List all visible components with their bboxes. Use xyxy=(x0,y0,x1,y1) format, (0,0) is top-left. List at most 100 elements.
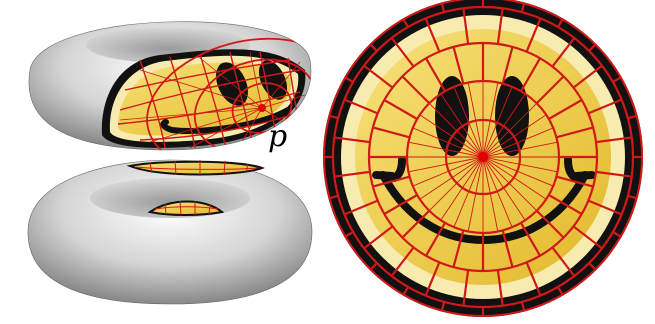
grid-spoke xyxy=(412,127,484,158)
grid-segment xyxy=(452,46,465,84)
grid-segment xyxy=(402,17,409,28)
grid-segment xyxy=(588,262,597,271)
patch-yellow xyxy=(117,62,292,136)
grid-segment xyxy=(402,286,409,297)
point-label: p xyxy=(268,119,287,154)
grid-segment xyxy=(383,99,418,120)
grid-segment xyxy=(627,114,638,120)
grid-spoke xyxy=(482,114,547,158)
grid-spoke xyxy=(467,156,484,232)
grid-segment xyxy=(548,99,583,120)
grid-segment xyxy=(440,301,446,312)
grid-spoke xyxy=(408,141,484,158)
grid-segment xyxy=(572,225,603,250)
grid-segment xyxy=(556,126,594,139)
grid-segment xyxy=(520,222,541,257)
grid-segment xyxy=(588,43,597,52)
patch-mouth xyxy=(169,107,291,135)
grid-segment xyxy=(372,126,410,139)
grid-segment xyxy=(369,43,378,52)
top-torus-point xyxy=(258,104,266,112)
grid-segment xyxy=(425,222,446,257)
grid-segment xyxy=(328,194,339,200)
grid-spoke xyxy=(408,156,484,173)
grid-segment xyxy=(535,209,565,239)
grid-spoke xyxy=(467,82,484,158)
grid-segment xyxy=(501,230,514,268)
grid-segment xyxy=(551,37,576,68)
grid-segment xyxy=(501,46,514,84)
grid-spoke xyxy=(482,82,499,158)
grid-segment xyxy=(535,75,565,105)
grid-segment xyxy=(343,231,354,238)
grid-segment xyxy=(557,286,564,297)
grid-spoke xyxy=(482,156,558,173)
grid-segment xyxy=(520,301,526,312)
patch-mouth-hook xyxy=(160,119,175,133)
grid-spoke xyxy=(482,156,554,187)
grid-segment xyxy=(551,246,576,277)
grid-segment xyxy=(343,76,354,83)
grid-spoke xyxy=(482,156,547,200)
grid-spoke xyxy=(453,86,484,158)
grid-spoke xyxy=(482,93,526,158)
grid-segment xyxy=(525,261,542,297)
grid-spoke xyxy=(440,156,484,221)
grid-segment xyxy=(363,225,394,250)
grid-segment xyxy=(369,262,378,271)
grid-segment xyxy=(627,194,638,200)
left-eye xyxy=(435,76,469,156)
grid-segment xyxy=(401,209,431,239)
bottom-patch-inner xyxy=(147,200,225,216)
grid-segment xyxy=(343,98,379,115)
disk-grid xyxy=(323,0,643,317)
grid-spoke xyxy=(482,127,554,158)
grid-segment xyxy=(452,230,465,268)
grid-spoke xyxy=(419,156,484,200)
grid-segment xyxy=(334,170,371,178)
patch-radial-lines xyxy=(119,51,306,149)
bottom-torus xyxy=(27,159,313,305)
grid-segment xyxy=(525,17,542,53)
grid-spoke xyxy=(428,102,484,158)
grid-segment xyxy=(462,269,470,306)
grid-segment xyxy=(612,231,623,238)
patch-grid-lines xyxy=(117,51,301,149)
grid-segment xyxy=(520,2,526,13)
grid-segment xyxy=(424,261,441,297)
grid-segment xyxy=(401,75,431,105)
grid-segment xyxy=(520,57,541,92)
grid-segment xyxy=(334,136,371,144)
bottom-patch-top xyxy=(126,160,265,176)
grid-segment xyxy=(343,199,379,216)
grid-segment xyxy=(496,8,504,45)
grid-spoke xyxy=(482,102,538,158)
patch-right-eye xyxy=(258,60,288,100)
grid-segment xyxy=(372,175,410,188)
grid-segment xyxy=(462,8,470,45)
bottom-patch-top-grid xyxy=(134,160,259,176)
grid-segment xyxy=(612,76,623,83)
smile-right-dimple xyxy=(564,156,596,182)
grid-segment xyxy=(595,136,632,144)
smile-left-dimple xyxy=(372,156,406,182)
grid-spoke xyxy=(482,156,538,212)
grid-segment xyxy=(390,246,415,277)
grid-spoke xyxy=(453,156,484,228)
grid-segment xyxy=(440,2,446,13)
grid-segment xyxy=(383,194,418,215)
grid-segment xyxy=(548,194,583,215)
grid-spoke xyxy=(419,114,484,158)
grid-spoke xyxy=(412,156,484,187)
grid-segment xyxy=(587,98,623,115)
grid-spoke xyxy=(482,86,513,158)
top-torus xyxy=(28,21,312,151)
grid-segment xyxy=(587,199,623,216)
grid-segment xyxy=(424,17,441,53)
smiley-disk xyxy=(323,0,643,317)
grid-segment xyxy=(595,170,632,178)
grid-segment xyxy=(572,64,603,89)
grid-segment xyxy=(496,269,504,306)
grid-segment xyxy=(390,37,415,68)
